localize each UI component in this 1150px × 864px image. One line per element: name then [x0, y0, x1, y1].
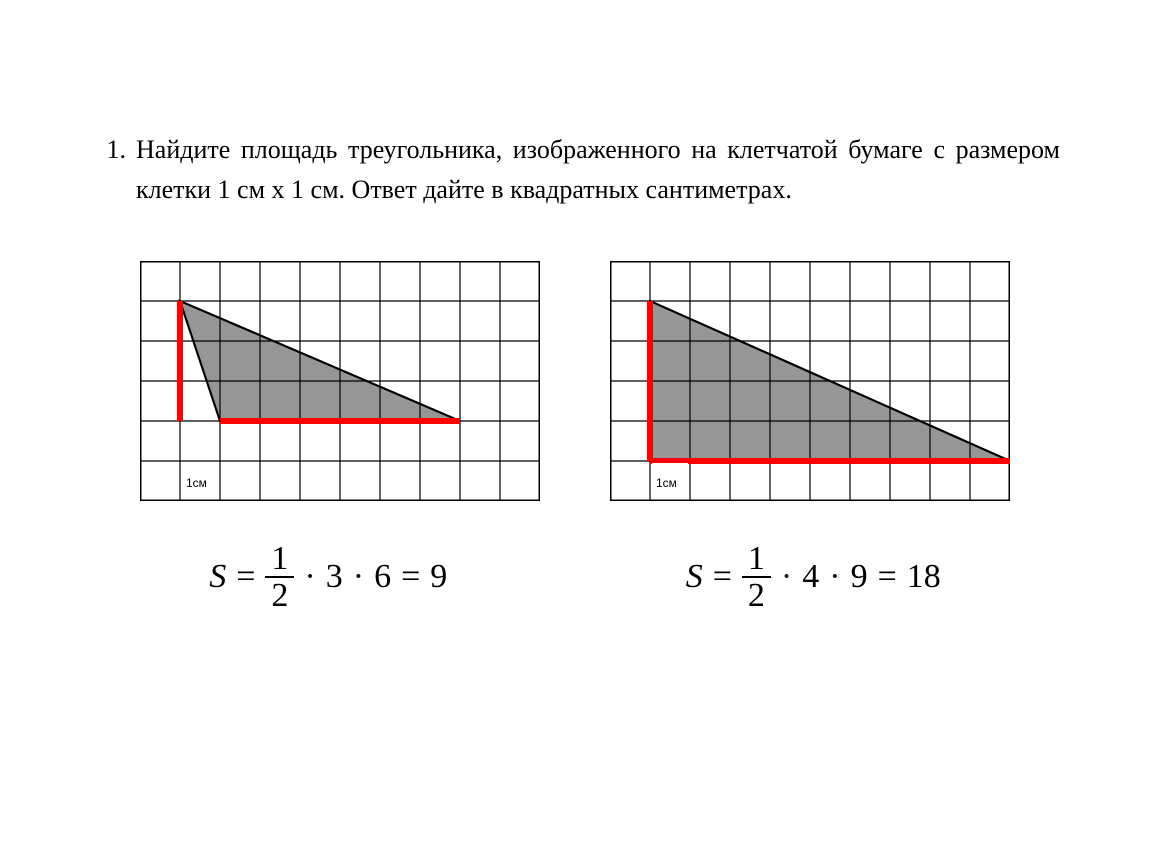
result: 9 [430, 558, 447, 596]
equals: = [401, 558, 420, 596]
dot: · [829, 558, 840, 596]
equals: = [713, 558, 732, 596]
svg-text:1см: 1см [186, 476, 207, 490]
factor-b: 9 [851, 558, 868, 596]
figure-left: 1см [140, 261, 540, 501]
result: 18 [907, 558, 941, 596]
equals: = [236, 558, 255, 596]
problem-number: 1. [90, 130, 136, 170]
dot: · [304, 558, 315, 596]
dot: · [781, 558, 792, 596]
factor-b: 6 [374, 558, 391, 596]
fraction: 1 2 [742, 541, 771, 614]
dot: · [353, 558, 364, 596]
frac-den: 2 [742, 578, 771, 614]
svg-text:1см: 1см [656, 476, 677, 490]
formula-right: S = 1 2 · 4 · 9 = 18 [686, 541, 941, 614]
formulas-row: S = 1 2 · 3 · 6 = 9 S = 1 2 · 4 · 9 = 1 [90, 541, 1060, 614]
var-S: S [686, 558, 703, 596]
factor-a: 3 [326, 558, 343, 596]
factor-a: 4 [802, 558, 819, 596]
figure-right: 1см [610, 261, 1010, 501]
problem-text: Найдите площадь треугольника, изображенн… [136, 130, 1060, 211]
formula-left: S = 1 2 · 3 · 6 = 9 [209, 541, 447, 614]
figures-row: 1см 1см [90, 261, 1060, 501]
frac-den: 2 [265, 578, 294, 614]
frac-num: 1 [742, 541, 771, 579]
frac-num: 1 [265, 541, 294, 579]
var-S: S [209, 558, 226, 596]
fraction: 1 2 [265, 541, 294, 614]
problem-statement: 1. Найдите площадь треугольника, изображ… [90, 130, 1060, 211]
equals: = [878, 558, 897, 596]
